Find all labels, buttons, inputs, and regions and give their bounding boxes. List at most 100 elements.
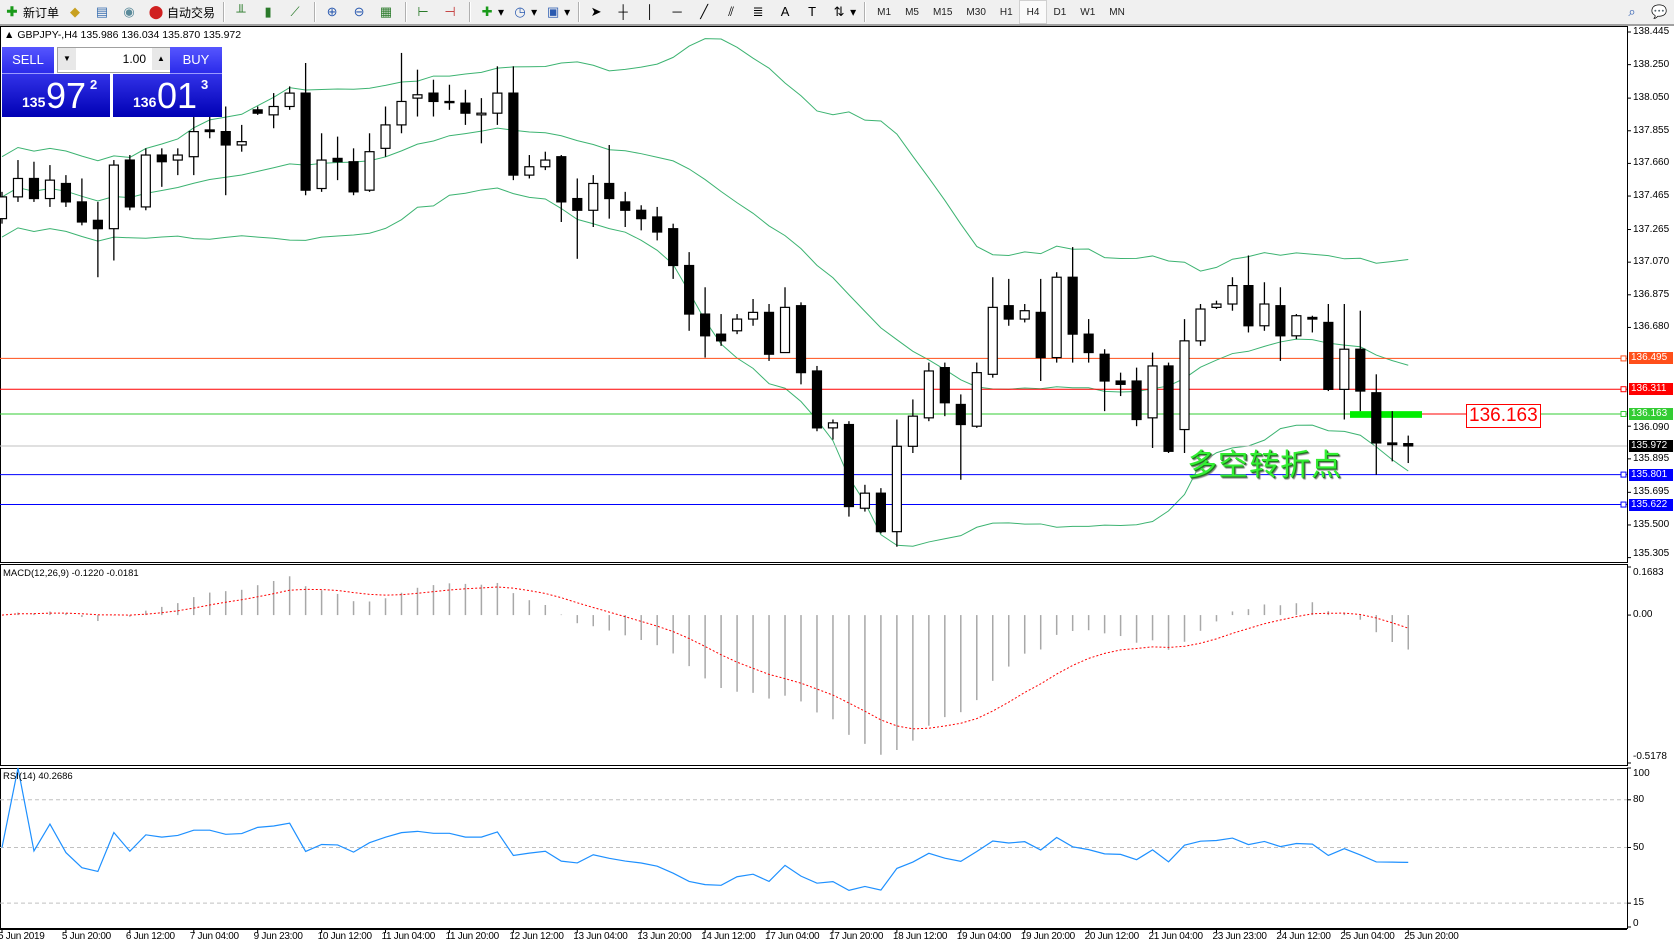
candle: [955, 394, 966, 480]
search-button[interactable]: ⌕: [1620, 1, 1647, 23]
candle: [1147, 352, 1158, 448]
text-button[interactable]: A: [773, 1, 800, 23]
time-axis-label: 9 Jun 23:00: [253, 931, 303, 942]
trendline-icon: ╱: [700, 4, 709, 19]
indicators-icon: ✚: [481, 4, 493, 19]
bear-candle-body: [652, 216, 663, 233]
timeframe-m1[interactable]: M1: [877, 6, 892, 18]
arrows-button[interactable]: ⇅ ▾: [827, 1, 860, 23]
chart-canvas[interactable]: [0, 26, 1674, 950]
one-click-trading-panel: SELL ▼ 1.00 ▲ BUY 135 97 2 136 01 3: [2, 47, 222, 117]
text-icon: A: [780, 4, 790, 19]
rsi-panel-frame: [0, 768, 1628, 929]
candle: [476, 98, 487, 144]
timeframe-mn[interactable]: MN: [1109, 6, 1125, 18]
macd-axis-label: 0.00: [1633, 609, 1653, 621]
bear-candle-body: [92, 219, 103, 230]
new-order-icon: ✚: [6, 4, 18, 19]
bar-chart-button[interactable]: ╨: [229, 1, 256, 23]
candle: [60, 175, 72, 207]
new-order-button[interactable]: ✚ 新订单: [0, 1, 63, 23]
bear-candle-body: [348, 161, 359, 193]
price-axis-label: 136.875: [1633, 288, 1670, 300]
bear-candle-body: [1307, 316, 1318, 320]
bear-candle-body: [76, 201, 88, 223]
timeframe-m15[interactable]: M15: [932, 6, 953, 18]
price-axis-label: 136.680: [1633, 321, 1670, 333]
bull-candle-body: [524, 166, 535, 176]
bull-candle-body: [284, 92, 295, 108]
autoscroll-button[interactable]: ⊣: [438, 1, 465, 23]
bollinger-middle-band: [1, 127, 1409, 393]
timeframe-w1[interactable]: W1: [1080, 6, 1096, 18]
tile-windows-button[interactable]: ▦: [374, 1, 401, 23]
time-axis-label: 11 Jun 04:00: [381, 931, 436, 942]
time-axis-label: 21 Jun 04:00: [1148, 931, 1204, 942]
candle: [1099, 349, 1110, 412]
equidistant-channel-button[interactable]: ⫽: [719, 1, 746, 23]
bear-candle-body: [1355, 348, 1366, 392]
zoom-in-button[interactable]: ⊕: [320, 1, 347, 23]
candle: [1115, 372, 1126, 397]
bull-candle-body: [1147, 365, 1158, 419]
bull-candle-body: [1259, 303, 1270, 327]
buy-price[interactable]: 136 01 3: [113, 74, 222, 117]
bear-candle-body: [843, 423, 855, 508]
text-label-button[interactable]: T: [800, 1, 827, 23]
bear-candle-body: [508, 92, 519, 176]
auto-trading-button[interactable]: ⬤ 自动交易: [144, 1, 219, 23]
bull-candle-body: [492, 92, 503, 114]
bull-candle-body: [476, 112, 487, 116]
bull-candle-body: [891, 445, 902, 533]
trendline-button[interactable]: ╱: [692, 1, 719, 23]
candle: [1211, 300, 1222, 310]
crosshair-button[interactable]: ┼: [611, 1, 638, 23]
candle: [1083, 319, 1094, 363]
bear-candle-body: [1115, 380, 1126, 385]
bear-candle-body: [715, 333, 727, 342]
lot-size-field[interactable]: ▼ 1.00 ▲: [57, 47, 171, 73]
lot-decrease-button[interactable]: ▼: [58, 48, 76, 70]
candle: [364, 133, 375, 192]
bear-candle-body: [300, 92, 311, 191]
lot-increase-button[interactable]: ▲: [152, 48, 170, 70]
annotation-text[interactable]: 多空转折点: [1187, 448, 1342, 483]
horizontal-line-button[interactable]: ─: [665, 1, 692, 23]
separator: [405, 2, 408, 22]
candle: [236, 124, 247, 152]
periods-button[interactable]: ◷ ▾: [508, 1, 541, 23]
buy-price-pips: 01: [157, 75, 198, 116]
zoom-out-button[interactable]: ⊖: [347, 1, 374, 23]
cursor-button[interactable]: ➤: [584, 1, 611, 23]
annotation-price-label[interactable]: 136.163: [1466, 404, 1541, 428]
candle: [28, 161, 40, 202]
line-chart-button[interactable]: ⟋: [283, 1, 310, 23]
market-watch-button[interactable]: ▤: [90, 1, 117, 23]
fibonacci-button[interactable]: ≣: [746, 1, 773, 23]
timeframe-m5[interactable]: M5: [905, 6, 919, 18]
rsi-line: [1, 767, 1409, 892]
chart-shift-button[interactable]: ⊢: [411, 1, 438, 23]
templates-icon: ▣: [546, 4, 560, 19]
crosshair-icon: ┼: [618, 4, 628, 19]
vertical-line-button[interactable]: │: [638, 1, 665, 23]
signal-button[interactable]: ◉: [117, 1, 144, 23]
timeframe-m30[interactable]: M30: [966, 6, 986, 18]
chat-button[interactable]: 💬: [1647, 1, 1674, 23]
indicators-button[interactable]: ✚ ▾: [475, 1, 508, 23]
macd-axis-label: -0.5178: [1633, 751, 1667, 762]
timeframe-h1[interactable]: H1: [999, 6, 1013, 18]
sell-price[interactable]: 135 97 2: [2, 74, 110, 117]
gold-bars-button[interactable]: ◆: [63, 1, 90, 23]
buy-button[interactable]: BUY: [170, 47, 222, 74]
bear-candle-body: [955, 403, 966, 426]
timeframe-h4[interactable]: H4: [1018, 0, 1048, 24]
timeframe-d1[interactable]: D1: [1053, 6, 1067, 18]
bear-candle-body: [620, 201, 631, 211]
templates-button[interactable]: ▣ ▾: [546, 4, 571, 19]
candle: [604, 144, 615, 219]
bear-candle-body: [939, 367, 950, 404]
sell-button[interactable]: SELL: [2, 47, 54, 74]
candlestick-button[interactable]: ▮: [256, 1, 283, 23]
lot-value[interactable]: 1.00: [122, 52, 146, 66]
